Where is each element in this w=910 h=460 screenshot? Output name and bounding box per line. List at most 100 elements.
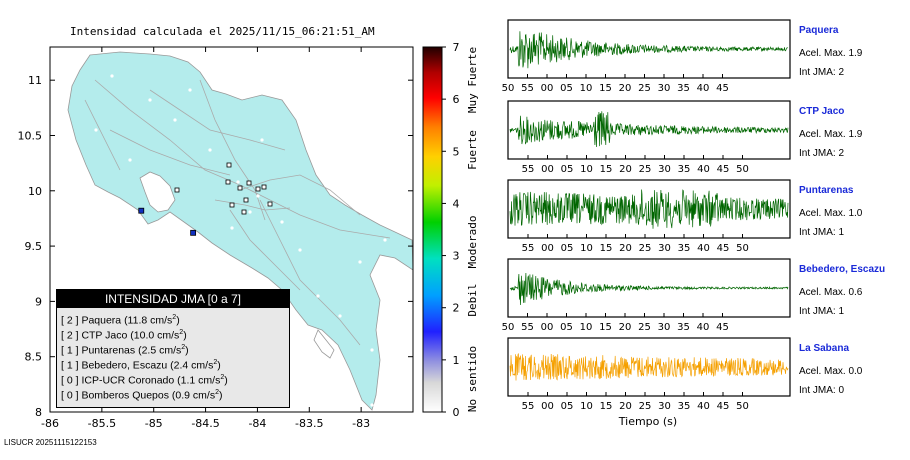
colorbar-label: Fuerte	[466, 130, 479, 170]
legend-row-exponent: 2	[213, 359, 218, 366]
waveform-tick-label: 20	[619, 164, 632, 175]
waveform-panels: 50 55 00 05 10 15 20 25 30 35 40 45 Paquera Acel. Max…	[502, 19, 885, 412]
map-y-tick-label: 10	[28, 185, 42, 198]
legend-row-close: )	[217, 359, 221, 372]
waveform-tick-label: 20	[619, 243, 632, 254]
colorbar-tick-label: 7	[453, 41, 460, 54]
station-jma-intensity: Int JMA: 0	[799, 385, 844, 396]
nicoya-gulf-water	[139, 171, 176, 213]
colorbar-label: No sentido	[466, 346, 479, 412]
waveform-tick-label: 25	[639, 243, 652, 254]
map-x-tick-label: -83.5	[295, 417, 323, 430]
waveform-tick-label: 45	[716, 322, 729, 333]
waveform-trace	[509, 189, 789, 229]
map-y-tick-label: 9.5	[25, 240, 43, 253]
map-x-tick-label: -84	[248, 417, 266, 430]
waveform-tick-label: 20	[619, 322, 632, 333]
waveform-tick-label: 20	[619, 83, 632, 94]
waveform-tick-label: 15	[599, 83, 612, 94]
legend-row-level: [ 0 ]	[61, 374, 79, 387]
legend-row-close: )	[224, 374, 228, 387]
waveform-panel: 55 00 05 10 15 20 25 30 35 40 45 50 Puntarenas Acel. …	[507, 179, 863, 254]
legend-row-exponent: 2	[179, 329, 184, 336]
station-markers	[138, 207, 197, 236]
legend-row-close: )	[185, 344, 189, 357]
station-max-accel: Acel. Max. 0.0	[799, 366, 863, 377]
waveform-tick-label: 40	[697, 164, 710, 175]
waveform-tick-label: 40	[697, 83, 710, 94]
waveform-trace	[509, 31, 789, 69]
waveform-tick-label: 15	[600, 401, 613, 412]
map-y-axis: 11 10.5 10 9.5 9 8.5 8	[18, 74, 413, 419]
waveform-tick-label: 50	[502, 322, 515, 333]
map-x-tick-label: -85	[145, 417, 163, 430]
legend-row: [ 1 ] Puntarenas (2.5 cm/s2)	[61, 344, 189, 357]
legend-row-name: ICP-UCR Coronado	[81, 374, 175, 387]
waveform-tick-label: 10	[580, 401, 593, 412]
legend-row-close: )	[176, 314, 180, 327]
station-jma-intensity: Int JMA: 1	[799, 227, 844, 238]
waveform-tick-label: 45	[717, 401, 730, 412]
waveform-tick-label: 45	[717, 164, 730, 175]
waveform-tick-label: 35	[678, 164, 691, 175]
legend-row-level: [ 2 ]	[61, 314, 79, 327]
waveform-tick-label: 55	[522, 401, 535, 412]
colorbar-tick-label: 1	[453, 354, 460, 367]
colorbar-ticks: 0 1 2 3 4 5 6 7	[442, 41, 460, 419]
waveform-tick-label: 05	[560, 322, 573, 333]
waveform-tick-label: 00	[541, 401, 554, 412]
legend-row-exponent: 2	[215, 389, 220, 396]
waveform-tick-label: 05	[561, 243, 574, 254]
legend-row-value: (1.1 cm/s	[177, 374, 221, 387]
waveform-tick-label: 45	[717, 243, 730, 254]
waveform-tick-label: 10	[580, 322, 593, 333]
legend-row: [ 1 ] Bebedero, Escazu (2.4 cm/s2)	[61, 359, 221, 372]
colorbar-tick-label: 4	[453, 197, 460, 210]
map-x-tick-label: -85.5	[88, 417, 116, 430]
map-x-tick-label: -83	[352, 417, 370, 430]
waveform-trace	[509, 111, 789, 148]
legend-row-name: Bebedero, Escazu	[81, 359, 168, 372]
legend-row-exponent: 2	[220, 374, 225, 381]
waveform-tick-label: 55	[522, 243, 535, 254]
map-y-tick-label: 8	[35, 406, 42, 419]
legend-row: [ 0 ] ICP-UCR Coronado (1.1 cm/s2)	[61, 374, 228, 387]
waveform-tick-label: 50	[502, 83, 515, 94]
legend-row: [ 0 ] Bomberos Quepos (0.9 cm/s2)	[61, 389, 223, 402]
waveform-tick-label: 20	[619, 401, 632, 412]
legend-row-level: [ 1 ]	[61, 359, 79, 372]
legend-row: [ 2 ] Paquera (11.8 cm/s2)	[61, 314, 180, 327]
waveform-tick-label: 35	[677, 83, 690, 94]
station-name: Paquera	[799, 25, 839, 36]
legend-row-level: [ 2 ]	[61, 329, 79, 342]
waveform-tick-label: 15	[600, 164, 613, 175]
map-y-tick-label: 9	[35, 295, 42, 308]
waveform-tick-label: 00	[541, 83, 554, 94]
waveform-tick-label: 00	[541, 322, 554, 333]
colorbar-labels: No sentido Debil Moderado Fuerte Muy Fuerte	[466, 47, 479, 412]
intensity-legend: INTENSIDAD JMA [0 a 7] [ 2 ] Paquera (11…	[56, 289, 290, 408]
osa-gulf-water	[313, 329, 335, 359]
waveform-tick-label: 30	[658, 401, 671, 412]
legend-row-exponent: 2	[172, 314, 177, 321]
legend-title: INTENSIDAD JMA [0 a 7]	[57, 290, 289, 308]
legend-row-close: )	[183, 329, 187, 342]
waveform-tick-label: 10	[580, 164, 593, 175]
map-x-axis: -86 -85.5 -85 -84.5 -84 -83.5 -83	[41, 47, 370, 430]
legend-row-value: (11.8 cm/s	[124, 314, 173, 327]
waveform-trace	[509, 353, 789, 381]
colorbar-gradient	[422, 46, 443, 413]
map-y-tick-label: 8.5	[25, 351, 43, 364]
waveform-tick-label: 35	[678, 401, 691, 412]
costa-rica-land	[67, 51, 413, 411]
station-max-accel: Acel. Max. 1.9	[799, 48, 863, 59]
waveform-tick-label: 15	[600, 243, 613, 254]
waveform-tick-label: 10	[580, 243, 593, 254]
station-name: Puntarenas	[799, 185, 854, 196]
waveform-tick-label: 05	[560, 83, 573, 94]
station-jma-intensity: Int JMA: 2	[799, 67, 844, 78]
waveform-tick-label: 40	[697, 243, 710, 254]
waveform-tick-label: 55	[522, 164, 535, 175]
waveform-tick-label: 15	[599, 322, 612, 333]
